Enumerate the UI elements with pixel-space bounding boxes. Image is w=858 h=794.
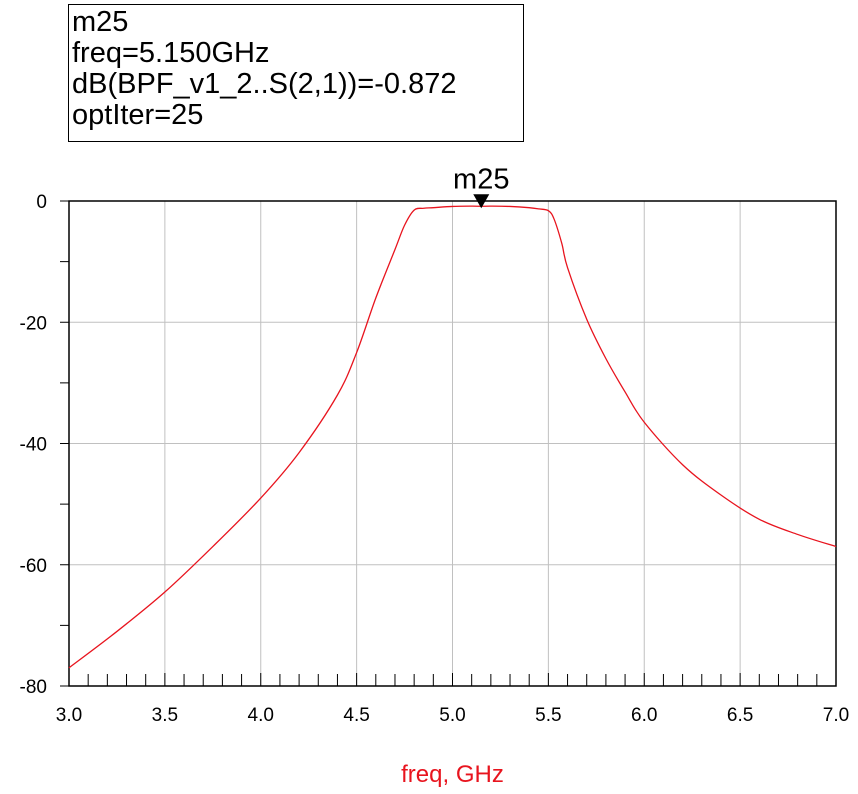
x-tick-label: 6.5	[727, 705, 753, 726]
marker-triangle-icon	[473, 194, 490, 209]
x-tick-label: 6.0	[631, 705, 657, 726]
y-tick-label: -80	[20, 677, 47, 698]
marker-readout-box: m25 freq=5.150GHz dB(BPF_v1_2..S(2,1))=-…	[68, 4, 524, 142]
marker-iter-text: optIter=25	[72, 99, 204, 131]
y-tick-label: -40	[20, 435, 47, 456]
x-tick-label: 3.5	[152, 705, 178, 726]
x-tick-label: 4.5	[343, 705, 369, 726]
x-tick-label: 4.0	[248, 705, 274, 726]
y-tick-label: -20	[20, 313, 47, 334]
s21-trace	[68, 205, 837, 669]
marker-freq-text: freq=5.150GHz	[72, 37, 270, 69]
y-tick-label: -60	[20, 556, 47, 577]
x-tick-label: 5.0	[439, 705, 465, 726]
x-tick-label: 7.0	[823, 705, 849, 726]
x-tick-label: 3.0	[56, 705, 82, 726]
y-tick-label: 0	[36, 192, 47, 213]
marker-label: m25	[453, 163, 509, 195]
x-axis-title: freq, GHz	[401, 761, 504, 788]
marker-value-text: dB(BPF_v1_2..S(2,1))=-0.872	[72, 68, 457, 100]
x-tick-label: 5.5	[535, 705, 561, 726]
marker-name-text: m25	[72, 6, 129, 38]
